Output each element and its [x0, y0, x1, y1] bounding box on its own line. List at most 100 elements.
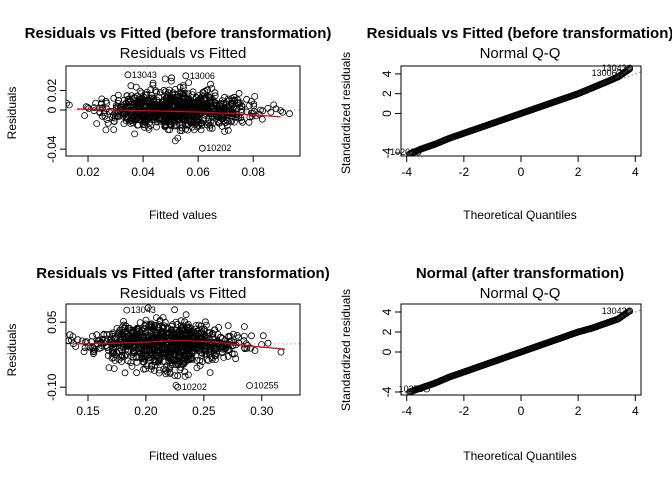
qq-point [624, 67, 631, 74]
data-point [162, 114, 170, 122]
data-point [162, 345, 170, 353]
data-point [123, 92, 131, 100]
data-point [89, 332, 96, 340]
data-point [127, 108, 135, 116]
data-point [147, 365, 155, 373]
data-point [183, 121, 191, 129]
data-point [201, 87, 209, 95]
data-point [98, 95, 106, 103]
data-point [178, 115, 186, 122]
data-point [168, 74, 176, 82]
data-point [174, 372, 182, 380]
data-point [168, 116, 176, 124]
data-point [134, 98, 142, 106]
data-point [162, 121, 170, 129]
data-point [235, 89, 243, 97]
data-point [116, 103, 124, 110]
data-point [233, 331, 241, 339]
y-tick-label: 2 [380, 328, 394, 335]
y-tick-label: 4 [380, 70, 394, 77]
x-axis-label: Fitted values [149, 208, 217, 222]
data-point [215, 323, 223, 331]
data-point [132, 83, 140, 91]
data-point [174, 320, 181, 328]
data-point [66, 337, 72, 345]
data-point [224, 346, 232, 353]
data-point [102, 97, 110, 105]
data-point [240, 323, 248, 331]
data-point [93, 120, 101, 127]
data-point [189, 344, 197, 351]
labeled-point-13006 [616, 69, 623, 77]
data-point [205, 357, 212, 365]
data-point [110, 118, 118, 125]
data-point [167, 77, 175, 85]
data-point [172, 107, 180, 114]
data-point [264, 339, 272, 347]
data-point [209, 330, 217, 338]
point-label-10202: 10202 [182, 382, 207, 392]
data-point [152, 314, 160, 322]
data-point [196, 362, 204, 370]
data-point [66, 331, 74, 339]
panel-title: Normal (after transformation) [416, 265, 624, 282]
data-point [151, 327, 158, 335]
data-point [137, 345, 145, 352]
panel-subtitle: Residuals vs Fitted [120, 285, 247, 302]
data-point [172, 318, 180, 326]
data-point [220, 100, 228, 108]
data-point [272, 105, 280, 113]
x-tick-label: -2 [459, 165, 470, 179]
plot-inner [66, 304, 300, 389]
data-point [145, 350, 153, 358]
point-label-13006: 13006 [190, 71, 215, 81]
data-point [121, 324, 129, 332]
x-axis-label: Fitted values [149, 449, 217, 463]
data-point [104, 343, 112, 351]
data-point [155, 369, 163, 377]
data-point [224, 322, 232, 330]
data-point [230, 118, 238, 126]
data-point [189, 106, 197, 114]
data-point [206, 369, 214, 377]
point-label-13043: 13043 [131, 305, 156, 315]
data-point [166, 368, 174, 376]
data-point [133, 369, 141, 377]
data-point [156, 89, 164, 96]
data-point [110, 365, 118, 373]
data-point [180, 335, 188, 342]
data-point [245, 102, 253, 109]
data-point [120, 317, 127, 325]
panel-qq-after: Normal (after transformation) Normal Q-Q… [339, 265, 642, 463]
data-point [136, 319, 144, 327]
data-point [134, 113, 142, 121]
smooth-line [76, 108, 281, 118]
data-point [238, 102, 246, 109]
panel-subtitle: Normal Q-Q [480, 45, 561, 62]
data-point [231, 96, 239, 104]
panel-title: Residuals vs Fitted (after transformatio… [36, 265, 329, 282]
data-point [186, 331, 194, 339]
data-point [180, 116, 188, 124]
data-point [159, 314, 167, 321]
data-point [221, 128, 229, 135]
y-axis-label: Residuals [5, 87, 19, 140]
data-point [149, 108, 157, 116]
data-point [205, 93, 213, 101]
data-point [173, 98, 181, 105]
data-point [172, 381, 180, 389]
x-tick-label: 4 [632, 404, 639, 418]
x-tick-label: 2 [575, 404, 582, 418]
panel-title: Residuals vs Fitted (before transformati… [25, 25, 332, 42]
data-point [148, 361, 156, 369]
point-label-13043: 13043 [602, 306, 627, 316]
data-point [103, 116, 111, 123]
data-point [84, 104, 92, 111]
y-tick-label: 2 [380, 90, 394, 97]
data-point [114, 103, 122, 110]
data-point [211, 356, 219, 364]
data-point [165, 352, 173, 360]
x-axis-label: Theoretical Quantiles [463, 208, 576, 222]
data-point [139, 358, 147, 366]
data-point [181, 95, 189, 102]
